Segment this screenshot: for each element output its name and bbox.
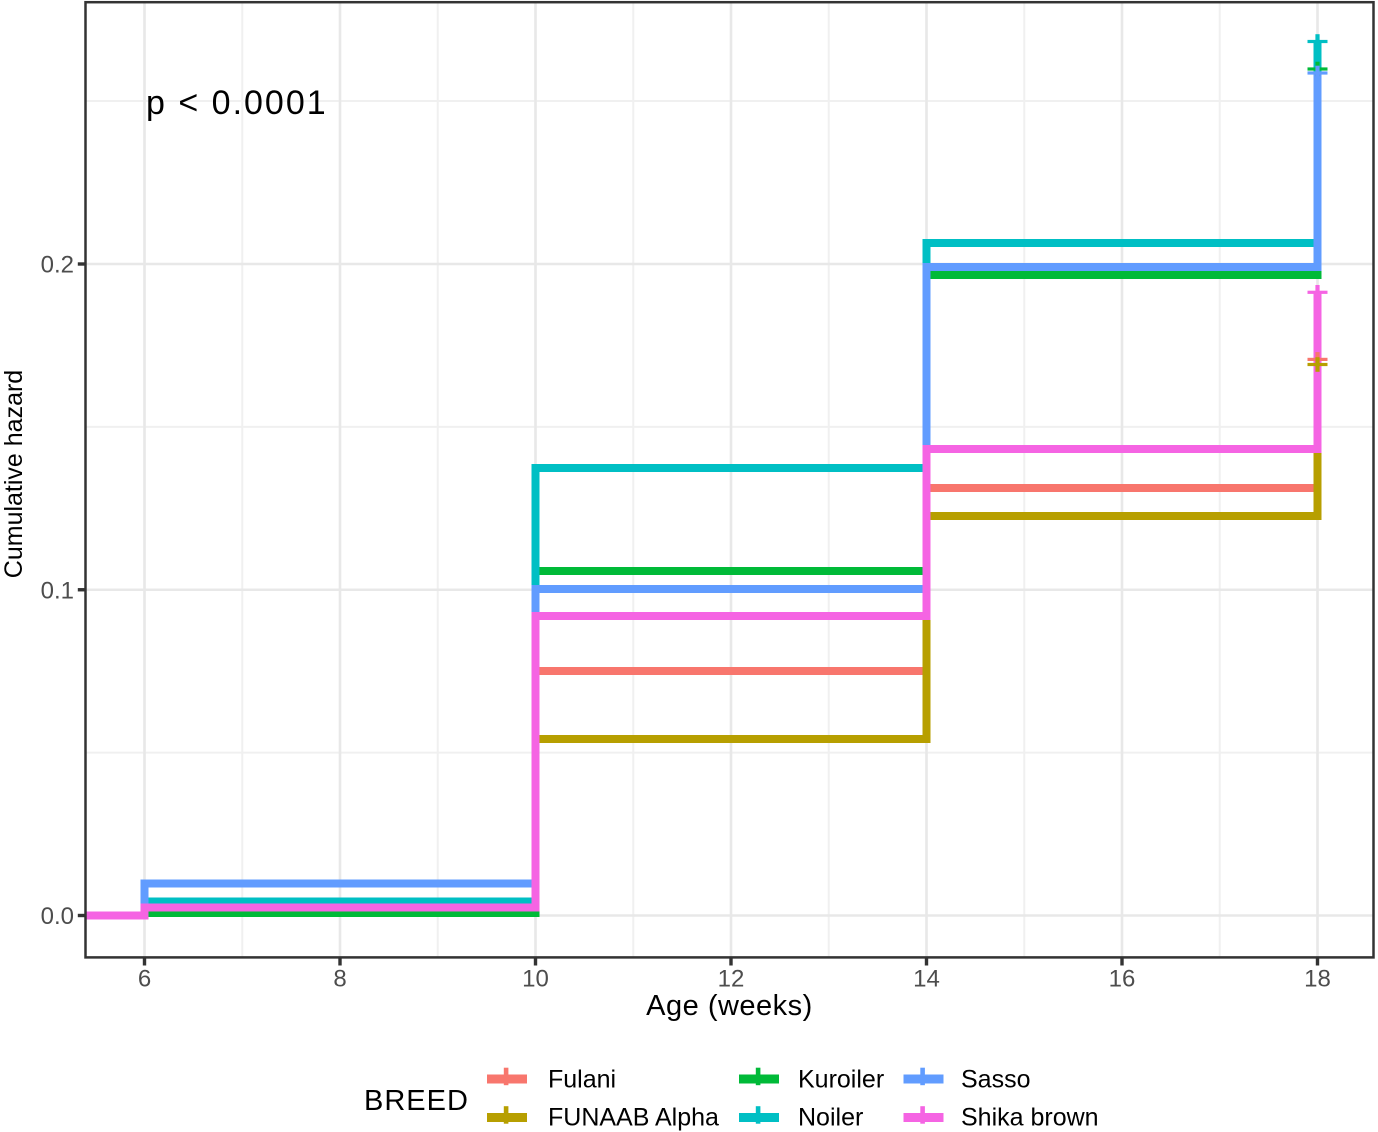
svg-text:10: 10 [522, 965, 549, 992]
svg-text:16: 16 [1109, 965, 1136, 992]
svg-text:0.0: 0.0 [41, 903, 74, 930]
svg-text:Shika brown: Shika brown [961, 1104, 1099, 1132]
svg-text:Cumulative hazard: Cumulative hazard [0, 370, 28, 578]
svg-text:Noiler: Noiler [798, 1104, 863, 1132]
svg-text:Sasso: Sasso [961, 1066, 1030, 1094]
svg-text:14: 14 [913, 965, 940, 992]
svg-text:18: 18 [1304, 965, 1331, 992]
svg-text:BREED: BREED [364, 1085, 469, 1117]
svg-text:0.1: 0.1 [41, 577, 74, 604]
svg-text:Fulani: Fulani [548, 1066, 616, 1094]
svg-text:p < 0.0001: p < 0.0001 [146, 84, 328, 122]
svg-text:FUNAAB Alpha: FUNAAB Alpha [548, 1104, 719, 1132]
svg-text:6: 6 [138, 965, 151, 992]
svg-text:12: 12 [718, 965, 745, 992]
svg-text:8: 8 [333, 965, 346, 992]
svg-text:0.2: 0.2 [41, 252, 74, 279]
svg-text:Age (weeks): Age (weeks) [646, 990, 813, 1022]
svg-text:Kuroiler: Kuroiler [798, 1066, 884, 1094]
